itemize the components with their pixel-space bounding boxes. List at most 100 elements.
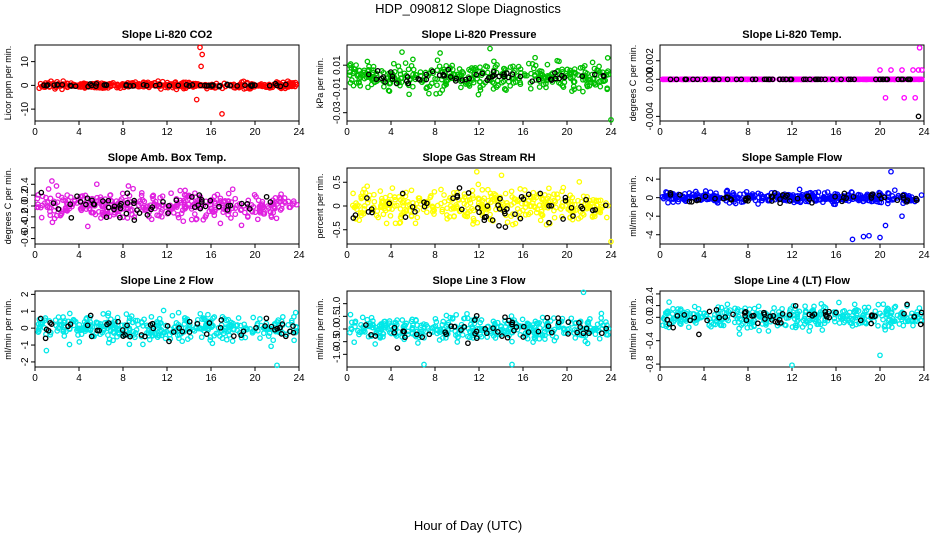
highlight-point xyxy=(103,82,109,88)
highlight-point xyxy=(179,328,186,335)
x-tick-label: 20 xyxy=(561,373,573,384)
highlight-point xyxy=(124,322,130,329)
data-point xyxy=(202,317,209,323)
data-point xyxy=(916,305,923,311)
highlight-point xyxy=(138,332,145,338)
highlight-point xyxy=(502,314,508,321)
data-point xyxy=(730,190,736,196)
highlight-point xyxy=(165,202,172,209)
data-point xyxy=(685,324,692,331)
data-point xyxy=(469,192,476,199)
data-point xyxy=(361,75,368,82)
data-point xyxy=(524,72,530,79)
data-point xyxy=(419,330,425,337)
highlight-point xyxy=(688,198,695,205)
data-point xyxy=(130,185,136,192)
data-point xyxy=(270,337,277,344)
data-point xyxy=(716,307,722,314)
data-point xyxy=(402,322,409,329)
data-point xyxy=(267,208,273,215)
data-point xyxy=(141,198,148,205)
data-point xyxy=(159,213,165,220)
data-point xyxy=(771,305,777,311)
data-point xyxy=(251,191,258,198)
highlight-point xyxy=(88,333,95,340)
data-point xyxy=(882,326,889,333)
highlight-point xyxy=(809,199,815,206)
highlight-point xyxy=(752,76,759,83)
data-point xyxy=(888,309,895,316)
data-point xyxy=(779,305,785,312)
panel-slope-line-4-lt-flow: Slope Line 4 (LT) Flow 0 4 8 12 16 20 24 -0.8 -0.… xyxy=(628,275,930,384)
data-point xyxy=(202,324,209,331)
data-point xyxy=(846,309,853,316)
x-tick-label: 12 xyxy=(161,127,173,138)
data-point xyxy=(347,61,354,67)
y-tick-label: -0.03 xyxy=(332,101,343,124)
data-point xyxy=(423,209,430,216)
y-tick-label: -0.01 xyxy=(332,77,343,100)
x-tick-label: 20 xyxy=(561,250,573,261)
data-point xyxy=(413,317,419,323)
data-point xyxy=(587,316,593,322)
x-tick-label: 20 xyxy=(249,250,261,261)
series-points xyxy=(346,45,614,123)
highlight-point xyxy=(127,83,133,89)
data-point xyxy=(853,307,860,313)
highlight-point xyxy=(277,325,283,331)
y-tick-label: 1 xyxy=(20,308,31,314)
data-point xyxy=(383,220,390,227)
data-point xyxy=(182,315,188,321)
data-point xyxy=(584,193,590,200)
highlight-point xyxy=(90,201,97,207)
data-point xyxy=(423,322,430,328)
data-point xyxy=(735,319,742,325)
highlight-point xyxy=(421,199,427,206)
highlight-point xyxy=(465,190,472,196)
x-tick-label: 0 xyxy=(344,250,350,261)
data-point xyxy=(532,204,538,211)
data-point xyxy=(107,192,113,199)
data-point xyxy=(177,187,184,194)
data-point xyxy=(675,198,682,205)
series-points xyxy=(659,44,925,120)
highlight-point xyxy=(363,322,369,328)
data-point xyxy=(661,316,668,323)
highlight-point xyxy=(848,76,854,83)
highlight-point xyxy=(868,320,875,327)
highlight-point xyxy=(72,83,79,90)
highlight-point xyxy=(148,206,154,213)
outlier-point xyxy=(866,232,872,239)
data-point xyxy=(110,79,116,86)
highlight-point xyxy=(535,76,542,83)
data-point xyxy=(555,195,561,201)
figure-xlabel: Hour of Day (UTC) xyxy=(414,518,522,533)
highlight-point xyxy=(778,319,784,326)
data-point xyxy=(718,322,725,328)
y-axis-label: degrees C per min. xyxy=(628,45,638,122)
data-point xyxy=(408,187,415,194)
highlight-point xyxy=(868,192,875,199)
data-point xyxy=(119,214,126,221)
highlight-point xyxy=(565,331,571,337)
data-point xyxy=(155,332,162,338)
data-point xyxy=(479,197,486,204)
highlight-point xyxy=(124,200,131,206)
data-point xyxy=(353,80,360,86)
data-point xyxy=(250,314,257,321)
data-point xyxy=(61,319,67,326)
highlight-point xyxy=(833,309,839,316)
highlight-point xyxy=(419,334,426,340)
data-point xyxy=(724,301,731,308)
data-point xyxy=(377,335,384,341)
data-point xyxy=(214,191,221,198)
data-point xyxy=(449,315,456,321)
y-axis-label: ml/min per min. xyxy=(628,175,638,237)
highlight-point xyxy=(667,191,674,198)
data-point xyxy=(262,325,268,332)
data-point xyxy=(453,311,460,318)
data-point xyxy=(182,187,188,194)
highlight-point xyxy=(561,74,568,81)
